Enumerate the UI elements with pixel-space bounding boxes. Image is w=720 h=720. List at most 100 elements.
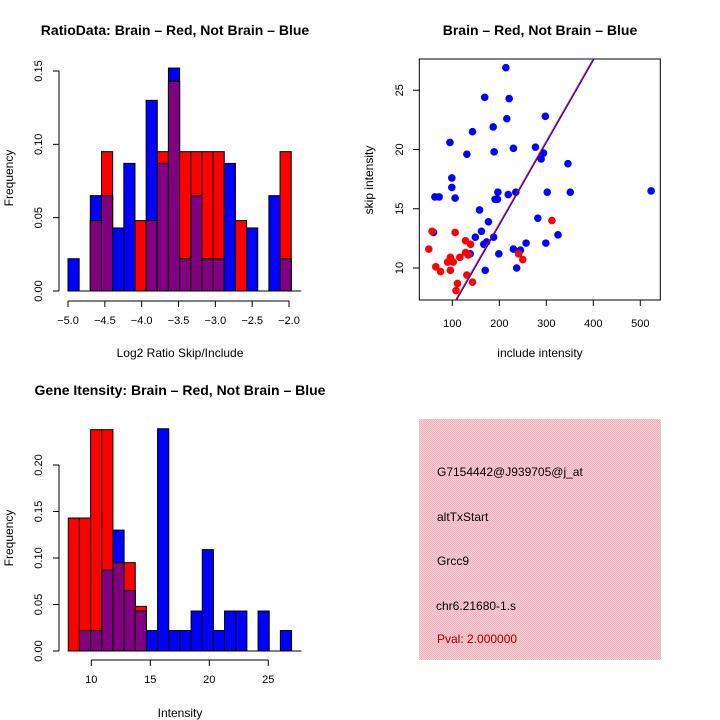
- scatter-point-brain: [446, 266, 455, 275]
- ratio-hist-bar-not-brain: [246, 227, 259, 292]
- intensity-hist-bar-overlap: [101, 569, 114, 652]
- scatter-point-not-brain: [504, 190, 513, 199]
- scatter-point-not-brain: [503, 114, 511, 123]
- intensity-hist-y-tick-label: 0.20: [33, 454, 45, 475]
- ratio-hist-y-tick-label: 0.10: [33, 134, 45, 155]
- scatter-point-brain: [436, 267, 445, 276]
- pval-text: Pval: 2.000000: [437, 632, 517, 646]
- scatter-point-not-brain: [511, 188, 520, 196]
- ratio-hist-bar-overlap: [279, 258, 292, 292]
- intensity-hist-bar-overlap: [78, 630, 92, 652]
- scatter-point-not-brain: [435, 193, 443, 201]
- ratio-hist-x-tick-label: −3.5: [168, 315, 190, 327]
- scatter-point-brain: [428, 227, 436, 236]
- intensity-hist-bar-overlap: [112, 562, 125, 652]
- scatter-point-not-brain: [481, 266, 490, 275]
- scatter-point-not-brain: [502, 63, 510, 72]
- scatter-y-tick-label: 25: [394, 84, 406, 96]
- info-panel: [419, 419, 661, 660]
- scatter-point-not-brain: [446, 138, 454, 147]
- scatter-y-tick-label: 20: [394, 143, 406, 155]
- ratio-hist-bar-brain: [234, 220, 248, 292]
- intensity-hist-bar-not-brain: [145, 630, 159, 652]
- intensity-hist-bar-not-brain: [257, 610, 270, 652]
- scatter-point-not-brain: [494, 188, 502, 196]
- intensity-hist-x-tick-label: 20: [203, 674, 215, 686]
- scatter-point-not-brain: [512, 264, 521, 272]
- scatter-x-tick-label: 300: [537, 318, 555, 330]
- scatter-point-not-brain: [564, 159, 572, 168]
- ratio-hist-bar-overlap: [212, 258, 225, 292]
- fit-lines: [455, 59, 595, 300]
- ratio-hist-x-tick-label: −4.0: [131, 315, 153, 327]
- ratio-hist-bar-overlap: [190, 195, 203, 292]
- ratio-hist-bar-not-brain: [223, 162, 236, 292]
- scatter-point-brain: [432, 263, 440, 271]
- scatter-point-not-brain: [490, 148, 498, 156]
- scatter-point-brain: [451, 228, 459, 237]
- scatter-plot-box: [418, 58, 661, 301]
- event-type-text: altTxStart: [437, 510, 489, 524]
- scatter-point-brain: [456, 253, 464, 262]
- scatter-point-not-brain: [509, 245, 518, 253]
- intensity-hist-x-tick-label: 25: [262, 674, 274, 686]
- scatter-point-not-brain: [541, 112, 550, 121]
- intensity-hist-y-tick-label: 0.10: [33, 547, 45, 568]
- intensity-hist-y-tick-label: 0.05: [33, 594, 45, 615]
- intensity-hist-bar-not-brain: [168, 630, 181, 652]
- ratio-hist-bar-overlap: [100, 195, 114, 292]
- scatter-x-tick-label: 200: [490, 318, 508, 330]
- scatter-point-not-brain: [522, 239, 530, 247]
- ratio-hist-x-tick-label: −3.0: [204, 315, 226, 327]
- intensity-hist-bar-overlap: [123, 590, 136, 652]
- location-text: chr6.21680-1.s: [436, 599, 516, 613]
- ratio-hist-x-tick-label: −5.0: [57, 315, 79, 327]
- intensity-hist-ylabel: Frequency: [2, 510, 16, 567]
- scatter-point-brain: [514, 249, 523, 258]
- intensity-hist-y-tick-label: 0.00: [33, 640, 45, 661]
- ratio-hist-bar-overlap: [201, 258, 214, 292]
- scatter-ylabel: skip intensity: [362, 146, 376, 215]
- intensity-histogram: 10 15 20 25 0.00 0.05 0.10 0.15 0.20: [33, 428, 302, 686]
- scatter-y-tick-label: 15: [394, 203, 406, 215]
- probe-id-text: G7154442@J939705@j_at: [437, 465, 583, 479]
- scatter-point-brain: [425, 245, 433, 253]
- scatter-point-brain: [443, 258, 452, 266]
- scatter-point-not-brain: [566, 188, 575, 196]
- scatter-point-not-brain: [542, 239, 550, 247]
- intensity-hist-bar-not-brain: [235, 610, 248, 652]
- intensity-scatter: 100 200 300 400 500 10 15 20 25: [394, 58, 661, 330]
- gene-name-text: Grcc9: [437, 554, 469, 568]
- ratio-hist-bar-overlap: [145, 220, 158, 292]
- ratio-hist-x-tick-label: −2.5: [241, 315, 263, 327]
- scatter-point-not-brain: [475, 206, 484, 214]
- scatter-x-tick-label: 500: [631, 318, 649, 330]
- intensity-hist-bar-brain: [90, 429, 103, 652]
- scatter-point-brain: [453, 279, 462, 288]
- scatter-point-brain: [464, 251, 473, 259]
- fit-line-not-brain: [456, 59, 595, 300]
- scatter-y-tick-label: 10: [394, 262, 406, 274]
- scatter-point-brain: [452, 286, 460, 295]
- ratio-hist-bar-overlap: [89, 220, 102, 292]
- scatter-point-not-brain: [495, 249, 503, 258]
- ratio-hist-bar-not-brain: [67, 258, 80, 292]
- intensity-hist-bar-not-brain: [212, 630, 226, 652]
- scatter-xlabel: include intensity: [497, 346, 582, 360]
- intensity-hist-bar-not-brain: [224, 610, 237, 652]
- intensity-hist-x-tick-label: 10: [85, 674, 97, 686]
- ratio-hist-title: RatioData: Brain – Red, Not Brain – Blue: [41, 22, 310, 38]
- ratio-hist-x-tick-label: −4.5: [94, 315, 116, 327]
- scatter-x-tick-label: 100: [443, 318, 461, 330]
- ratio-hist-bar-overlap: [179, 258, 192, 292]
- scatter-point-not-brain: [543, 188, 552, 196]
- intensity-hist-y-tick-label: 0.15: [33, 501, 45, 522]
- intensity-hist-title: Gene Itensity: Brain – Red, Not Brain – …: [35, 382, 326, 398]
- scatter-point-not-brain: [479, 240, 488, 249]
- intensity-hist-bar-not-brain: [190, 610, 203, 652]
- ratio-hist-xlabel: Log2 Ratio Skip/Include: [117, 346, 244, 360]
- scatter-point-brain: [466, 240, 475, 249]
- ratio-hist-bar-not-brain: [123, 162, 136, 292]
- scatter-point-not-brain: [468, 127, 477, 136]
